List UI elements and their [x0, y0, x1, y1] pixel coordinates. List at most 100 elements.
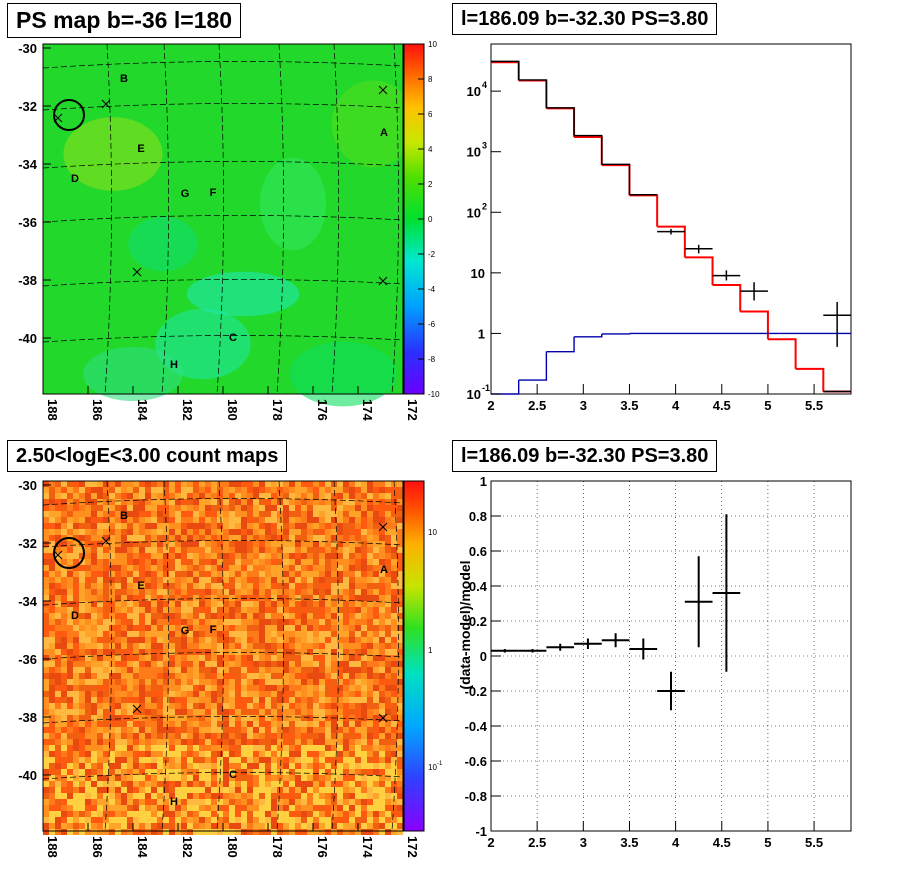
count-map-pixel: [373, 697, 379, 703]
count-map-pixel: [361, 481, 367, 487]
count-map-pixel: [199, 571, 205, 577]
count-map-pixel: [253, 607, 259, 613]
source-label: G: [181, 625, 190, 637]
count-map-pixel: [145, 787, 151, 793]
count-map-pixel: [67, 781, 73, 787]
count-map-pixel: [235, 481, 241, 487]
count-map-pixel: [355, 511, 361, 517]
count-map-pixel: [385, 595, 391, 601]
count-map-pixel: [139, 589, 145, 595]
count-map-pixel: [139, 793, 145, 799]
count-map-pixel: [43, 721, 49, 727]
count-map-pixel: [115, 655, 121, 661]
count-map-pixel: [319, 601, 325, 607]
count-map-pixel: [379, 661, 385, 667]
map-x-tick-label: 174: [360, 399, 375, 421]
count-map-pixel: [235, 709, 241, 715]
count-map-pixel: [61, 547, 67, 553]
residual-y-tick-label: 1: [480, 474, 487, 489]
count-map-pixel: [331, 709, 337, 715]
count-map-pixel: [397, 769, 403, 775]
count-map-pixel: [235, 661, 241, 667]
count-map-pixel: [319, 709, 325, 715]
count-map-pixel: [223, 715, 229, 721]
count-map-pixel: [85, 481, 91, 487]
count-map-pixel: [181, 607, 187, 613]
count-map-pixel: [85, 589, 91, 595]
count-map-pixel: [73, 541, 79, 547]
count-map-pixel: [43, 793, 49, 799]
count-map-pixel: [295, 619, 301, 625]
count-map-pixel: [379, 763, 385, 769]
count-map-pixel: [391, 727, 397, 733]
count-map-pixel: [325, 607, 331, 613]
count-map-pixel: [355, 673, 361, 679]
count-map-pixel: [289, 481, 295, 487]
count-map-pixel: [247, 631, 253, 637]
count-map-pixel: [181, 493, 187, 499]
count-map-pixel: [313, 775, 319, 781]
count-map-pixel: [343, 565, 349, 571]
count-map-pixel: [169, 697, 175, 703]
count-map-pixel: [151, 553, 157, 559]
count-map-pixel: [295, 691, 301, 697]
count-map-pixel: [247, 535, 253, 541]
count-map-pixel: [247, 643, 253, 649]
count-map-pixel: [397, 481, 403, 487]
count-map-pixel: [169, 619, 175, 625]
count-map-pixel: [265, 715, 271, 721]
count-map-pixel: [343, 559, 349, 565]
count-map-pixel: [265, 757, 271, 763]
count-map-pixel: [145, 685, 151, 691]
count-map-pixel: [61, 589, 67, 595]
count-map-pixel: [49, 745, 55, 751]
count-map-pixel: [343, 589, 349, 595]
count-map-pixel: [217, 703, 223, 709]
count-map-pixel: [349, 595, 355, 601]
count-map-pixel: [343, 577, 349, 583]
count-map-pixel: [49, 655, 55, 661]
count-map-pixel: [163, 781, 169, 787]
count-map-pixel: [265, 655, 271, 661]
count-map-pixel: [133, 829, 139, 835]
count-map-pixel: [211, 673, 217, 679]
spectrum-y-tick-label: 10: [467, 145, 481, 160]
count-map-pixel: [127, 745, 133, 751]
count-map-pixel: [85, 757, 91, 763]
count-map-pixel: [67, 769, 73, 775]
count-map-pixel: [211, 805, 217, 811]
count-map-pixel: [337, 751, 343, 757]
count-map-pixel: [301, 619, 307, 625]
count-map-pixel: [253, 559, 259, 565]
count-map-pixel: [301, 709, 307, 715]
count-map-pixel: [115, 709, 121, 715]
count-map-pixel: [133, 769, 139, 775]
count-map-pixel: [187, 829, 193, 835]
count-map-pixel: [367, 499, 373, 505]
count-map-pixel: [205, 667, 211, 673]
count-map-pixel: [355, 763, 361, 769]
count-map-pixel: [103, 679, 109, 685]
count-map-pixel: [145, 817, 151, 823]
count-map-pixel: [139, 619, 145, 625]
count-map-pixel: [151, 631, 157, 637]
count-map-pixel: [217, 577, 223, 583]
map-x-tick-label: 184: [135, 836, 150, 858]
count-map-pixel: [253, 601, 259, 607]
count-map-pixel: [259, 727, 265, 733]
count-map-pixel: [91, 559, 97, 565]
count-map-pixel: [67, 775, 73, 781]
count-map-pixel: [205, 505, 211, 511]
count-map-pixel: [229, 673, 235, 679]
count-map-pixel: [343, 487, 349, 493]
count-map-pixel: [397, 499, 403, 505]
count-map-pixel: [361, 631, 367, 637]
count-map-pixel: [349, 649, 355, 655]
count-map-pixel: [259, 679, 265, 685]
count-map-pixel: [115, 619, 121, 625]
count-map-pixel: [121, 493, 127, 499]
count-map-pixel: [85, 547, 91, 553]
count-map-pixel: [301, 625, 307, 631]
count-map-pixel: [163, 541, 169, 547]
count-map-pixel: [199, 799, 205, 805]
